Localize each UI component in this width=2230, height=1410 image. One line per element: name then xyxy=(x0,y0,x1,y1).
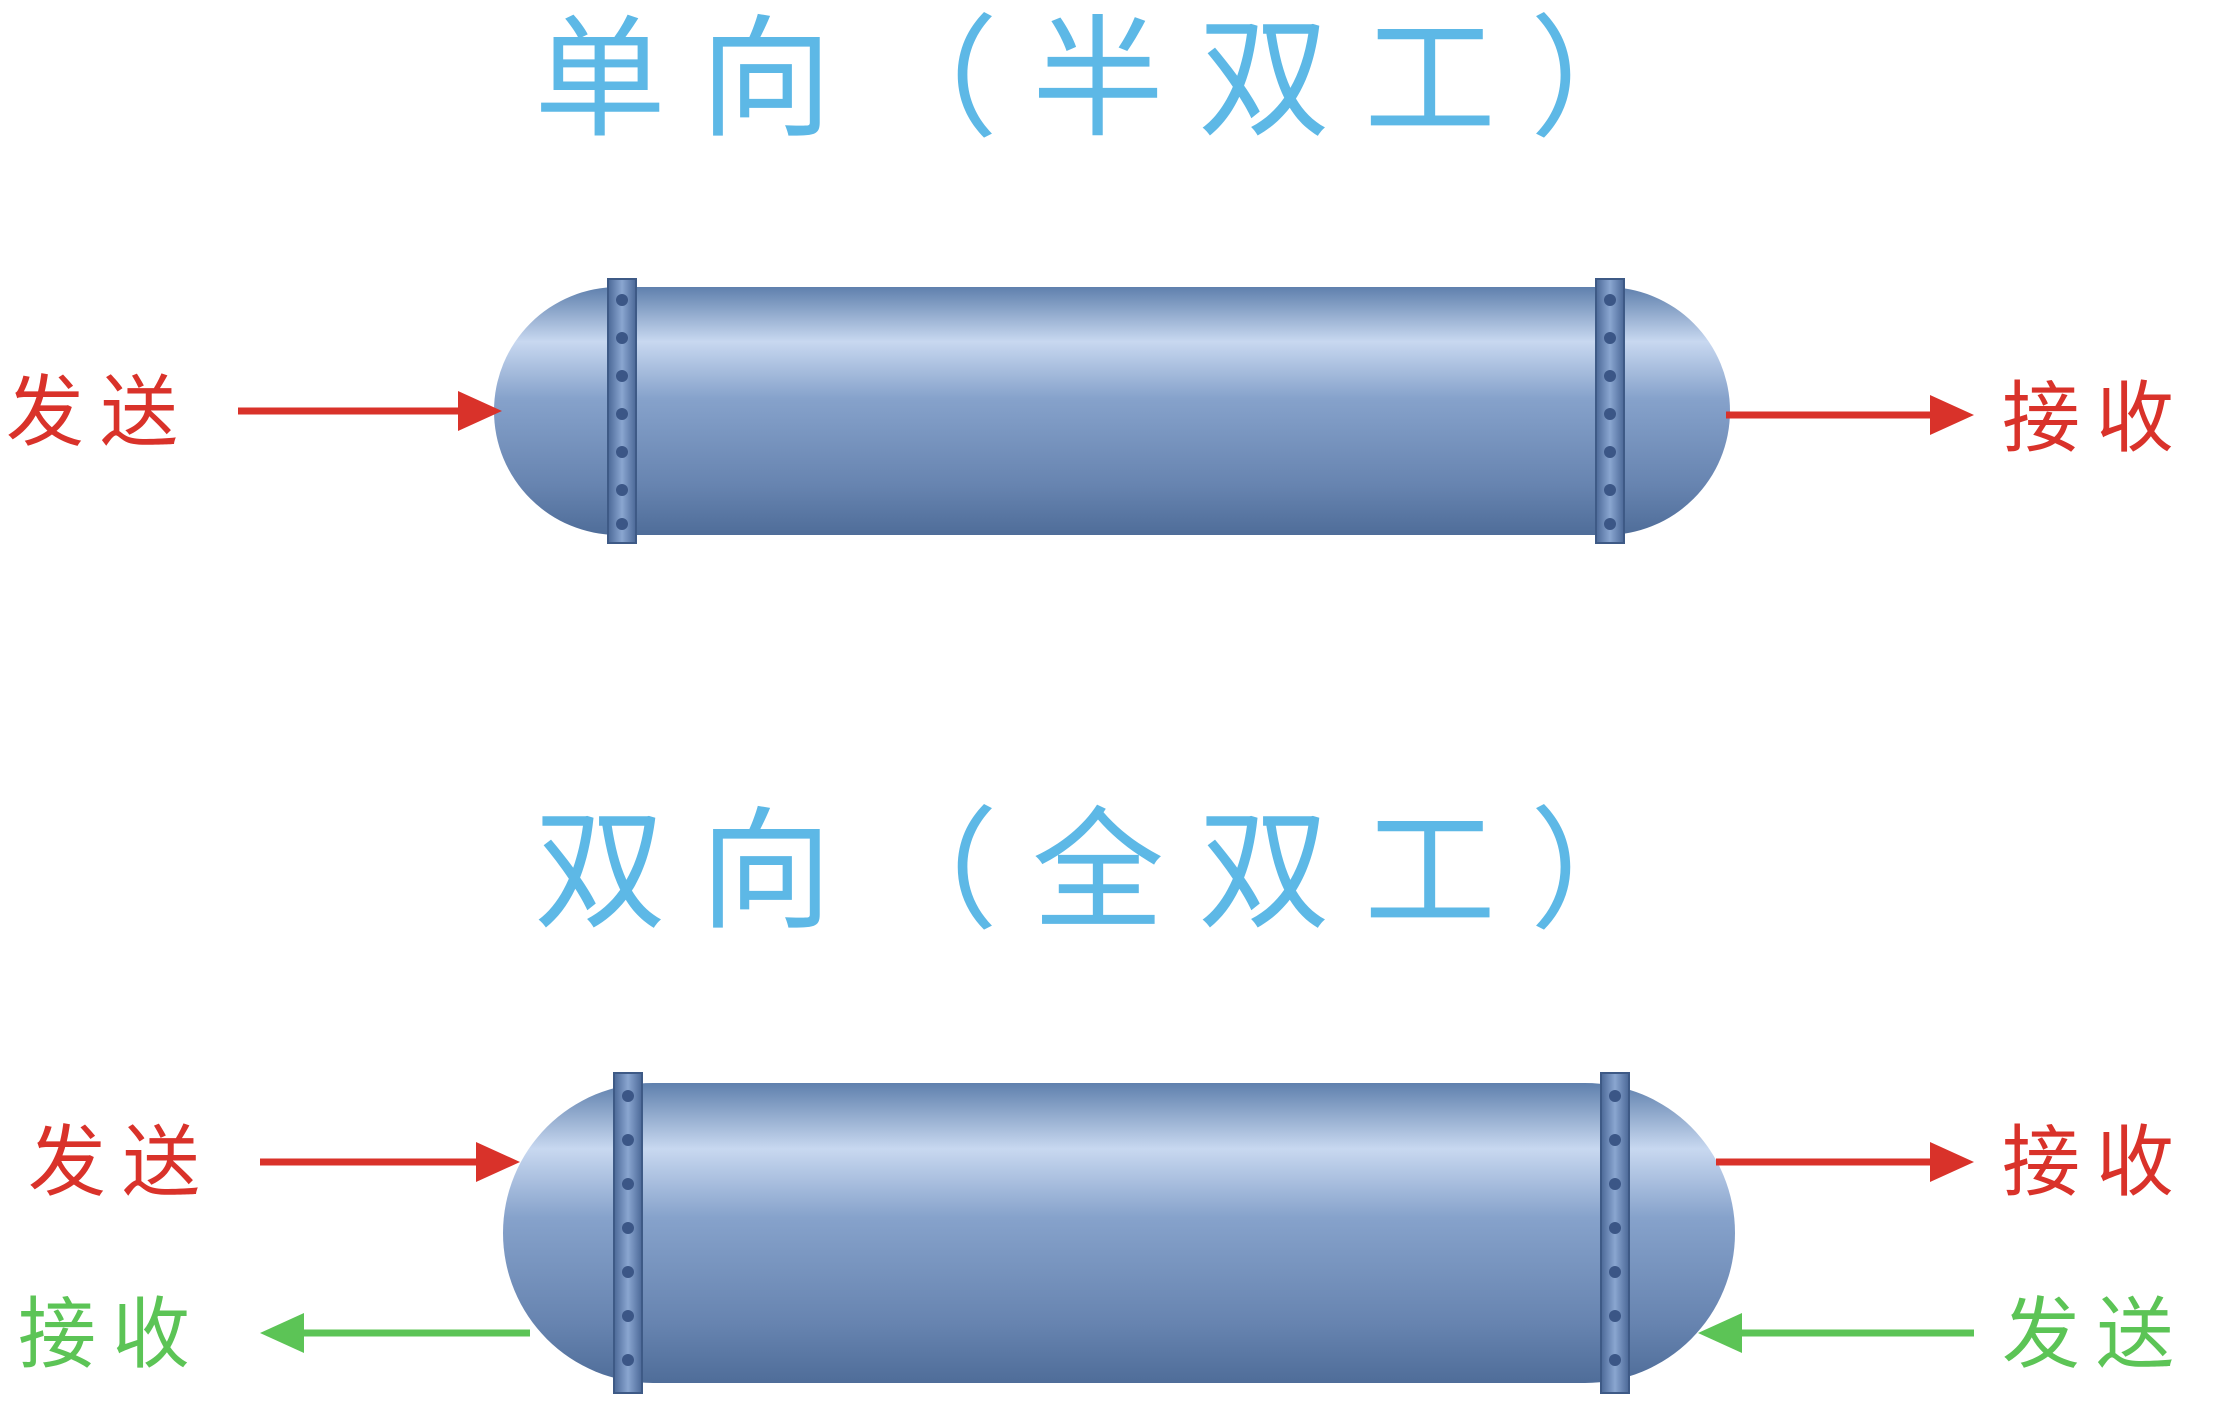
label-send-bottom-right: 发送 xyxy=(2002,1290,2191,1380)
flange-right xyxy=(1595,278,1625,544)
label-receive-bottom-right: 接收 xyxy=(2002,1118,2191,1208)
arrow-receive-out-bottom xyxy=(1716,1142,1974,1182)
arrow-send-in-bottom xyxy=(260,1142,520,1182)
flange-right xyxy=(1600,1072,1630,1394)
arrow-reverse-in-right xyxy=(1698,1313,1974,1353)
arrow-receive-out-top xyxy=(1726,395,1974,435)
pipe-full-duplex xyxy=(503,1072,1735,1394)
arrow-reverse-out-left xyxy=(260,1313,530,1353)
label-receive-top: 接收 xyxy=(2002,374,2191,464)
title-half-duplex: 单向（半双工） xyxy=(534,3,1696,157)
flange-left xyxy=(613,1072,643,1394)
label-send-bottom-left: 发送 xyxy=(28,1118,217,1208)
title-full-duplex: 双向（全双工） xyxy=(534,795,1696,949)
flange-left xyxy=(607,278,637,544)
pipe-half-duplex xyxy=(494,278,1730,544)
arrow-send-in-top xyxy=(238,391,502,431)
label-receive-bottom-left: 接收 xyxy=(18,1290,207,1380)
label-send-top: 发送 xyxy=(6,368,195,458)
